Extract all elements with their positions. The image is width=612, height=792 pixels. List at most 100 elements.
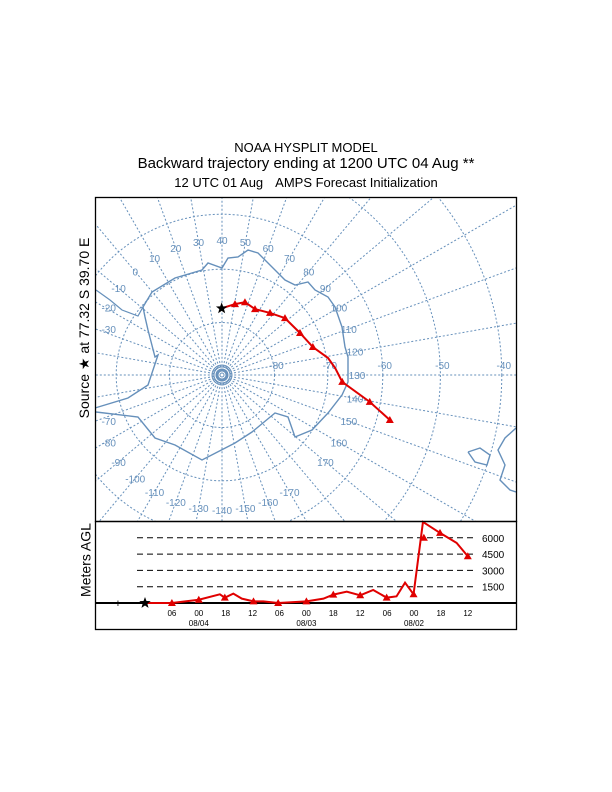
meridian-line xyxy=(119,198,221,372)
meridian-label: 170 xyxy=(317,458,334,469)
model-title: NOAA HYSPLIT MODEL xyxy=(234,140,378,155)
time-tick-label: 00 xyxy=(194,609,203,618)
pole-ring xyxy=(211,364,233,386)
trajectory-marker xyxy=(385,415,394,423)
meridian-label: -100 xyxy=(125,474,145,485)
latitude-ring xyxy=(437,198,503,521)
antarctica-coastline xyxy=(96,249,349,461)
meridian-label: 70 xyxy=(284,254,296,265)
meridian-label: -120 xyxy=(166,498,186,509)
latitude-label: -80 xyxy=(269,361,284,372)
time-tick-label: 06 xyxy=(275,609,284,618)
height-marker xyxy=(194,595,203,603)
trajectory-marker xyxy=(365,397,374,405)
meridian-label: 120 xyxy=(347,348,364,359)
meridian-line xyxy=(226,375,516,428)
height-frame xyxy=(94,520,518,631)
island-coastline xyxy=(467,447,491,466)
pole-ring xyxy=(219,372,225,378)
height-marker xyxy=(167,599,176,606)
meridian-label: 140 xyxy=(347,394,364,405)
meridian-line xyxy=(96,301,219,374)
meridian-line xyxy=(222,379,249,521)
meridian-label: 20 xyxy=(170,244,182,255)
trajectory-marker xyxy=(240,298,249,306)
latitude-label: -40 xyxy=(497,361,512,372)
height-marker xyxy=(329,590,338,598)
meridian-label: -70 xyxy=(101,417,116,428)
meridian-label: -130 xyxy=(189,504,209,515)
meridian-line xyxy=(157,198,222,372)
meridian-line xyxy=(96,376,219,449)
meridian-line xyxy=(195,379,222,521)
height-tick-label: 3000 xyxy=(482,566,505,577)
meridian-label: 110 xyxy=(341,325,357,336)
height-profile-line xyxy=(145,520,469,605)
time-tick-label: 18 xyxy=(329,609,338,618)
time-tick-label: 12 xyxy=(248,609,257,618)
pole-ring xyxy=(217,370,227,380)
meridian-label: 30 xyxy=(193,238,205,249)
source-star-icon xyxy=(139,597,151,608)
meridian-label: 10 xyxy=(149,254,161,265)
trajectory-title: Backward trajectory ending at 1200 UTC 0… xyxy=(137,155,475,172)
time-tick-label: 12 xyxy=(356,609,365,618)
height-tick-label: 6000 xyxy=(482,534,505,545)
meridian-line xyxy=(168,378,222,521)
meridian-line xyxy=(225,375,516,483)
time-tick-label: 18 xyxy=(436,609,445,618)
map-panel: 0 10 20 30 40 50 60 70 80 90 100 110 120 130 140 150 160… xyxy=(96,198,516,521)
meridian-label: -160 xyxy=(258,498,278,509)
map-frame xyxy=(94,196,518,523)
trajectory-marker xyxy=(308,343,317,351)
height-marker xyxy=(463,552,472,560)
height-marker xyxy=(220,593,229,601)
meridian-label: -30 xyxy=(101,325,116,336)
meridian-label: -80 xyxy=(101,439,116,450)
height-marker xyxy=(356,591,365,599)
meridian-label: 0 xyxy=(132,268,138,279)
height-marker xyxy=(419,533,428,541)
height-marker xyxy=(382,593,391,601)
init-source: AMPS Forecast Initialization xyxy=(275,175,438,190)
meridian-label: 160 xyxy=(331,439,348,450)
height-marker xyxy=(436,528,445,536)
time-tick-label: 00 xyxy=(302,609,311,618)
height-panel: 6000 4500 3000 1500 +06 00 18 12 06 00 18 12 06 00 18 1… xyxy=(96,520,516,628)
meridian-label: 60 xyxy=(263,244,275,255)
height-marker xyxy=(274,599,283,606)
meridian-line xyxy=(96,375,219,422)
height-tick-label: 1500 xyxy=(482,583,505,594)
time-tick-label: 00 xyxy=(410,609,419,618)
height-marker xyxy=(302,597,311,605)
meridian-label: -140 xyxy=(212,506,232,517)
init-subtitle: 12 UTC 01 Aug AMPS Forecast Initializatio… xyxy=(0,175,612,190)
pole-ring xyxy=(213,366,231,384)
time-tick-label: 06 xyxy=(167,609,176,618)
meridian-line xyxy=(222,378,276,521)
trajectory-marker xyxy=(265,308,274,316)
height-marker xyxy=(249,597,258,605)
meridian-line xyxy=(225,267,516,375)
meridian-label: 80 xyxy=(303,268,315,279)
start-marker: + xyxy=(115,598,121,610)
meridian-line xyxy=(224,377,397,521)
meridian-label: 90 xyxy=(320,284,332,295)
height-marker xyxy=(409,590,418,598)
meridian-line xyxy=(224,198,434,373)
meridian-label: -170 xyxy=(279,488,299,499)
time-tick-label: 12 xyxy=(463,609,472,618)
meridian-label: 100 xyxy=(331,304,348,315)
meridian-line xyxy=(222,198,254,371)
time-tick-label: 06 xyxy=(383,609,392,618)
meridian-line xyxy=(225,204,516,374)
meridian-label: -150 xyxy=(235,504,255,515)
meridian-label: -90 xyxy=(111,458,126,469)
latitude-label: -60 xyxy=(378,361,393,372)
meridian-line xyxy=(190,198,222,371)
meridian-label: 50 xyxy=(240,238,252,249)
init-time: 12 UTC 01 Aug xyxy=(174,175,264,190)
meridian-line xyxy=(96,268,220,373)
date-label: 08/04 xyxy=(189,619,210,628)
latitude-label: -70 xyxy=(323,361,338,372)
